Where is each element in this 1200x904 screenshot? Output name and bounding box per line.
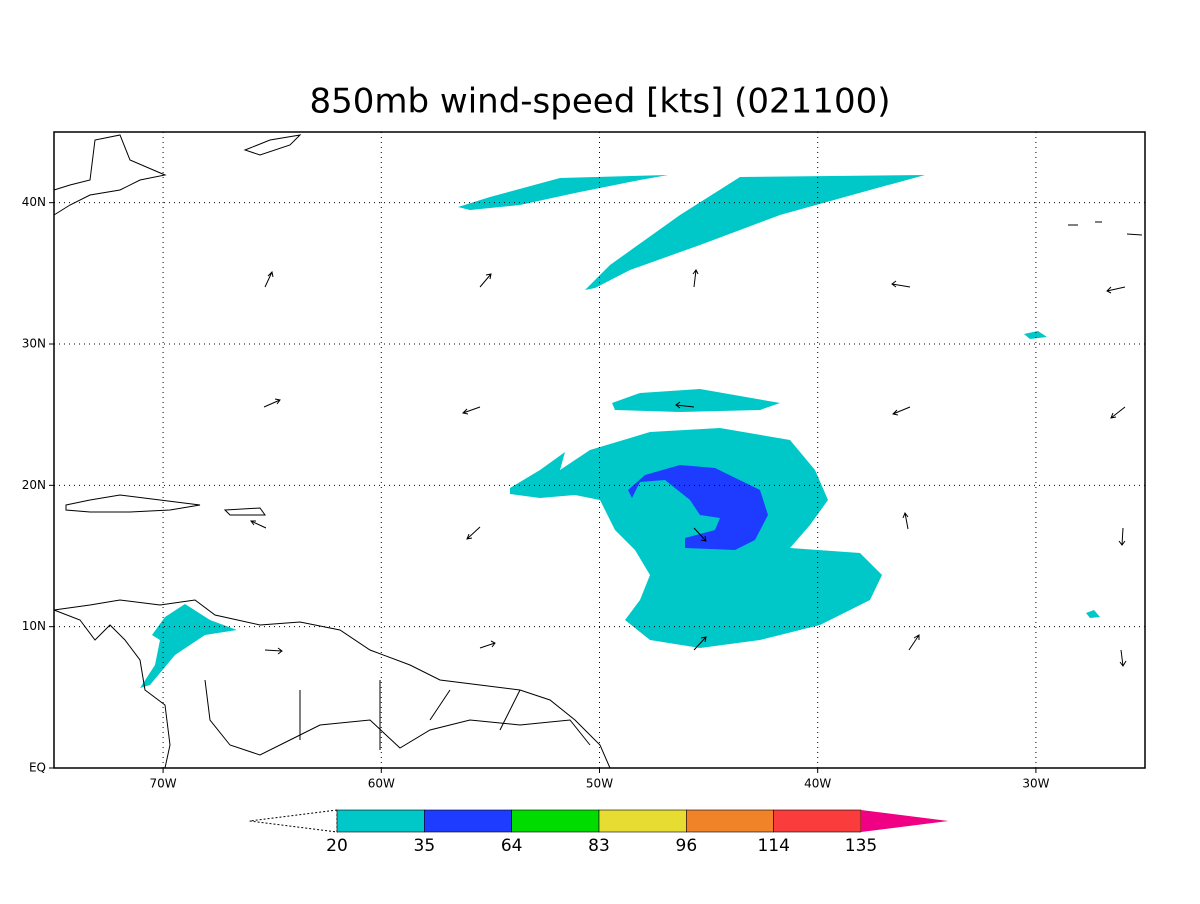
y-tick-label: EQ xyxy=(29,761,46,775)
colorbar-label: 35 xyxy=(414,836,436,856)
coastline xyxy=(53,599,611,769)
colorbar-label: 83 xyxy=(588,836,610,856)
coastline xyxy=(1068,221,1143,236)
colorbar-segment xyxy=(598,809,687,833)
coastline xyxy=(65,494,201,513)
wind-arrow xyxy=(891,280,911,288)
coastlines xyxy=(53,134,1143,769)
colorbar-label: 114 xyxy=(757,836,789,856)
y-tick-label: 10N xyxy=(22,619,46,633)
wind-arrow xyxy=(902,511,909,530)
colorbar-low xyxy=(249,809,338,833)
wind-vectors xyxy=(250,269,1127,667)
contour xyxy=(628,465,768,550)
x-tick-label: 40W xyxy=(804,777,831,791)
wind-arrow xyxy=(263,398,281,408)
wind-contours xyxy=(140,175,1100,688)
x-tick-label: 70W xyxy=(150,777,177,791)
wind-arrow xyxy=(461,406,481,415)
colorbar-label: 64 xyxy=(501,836,523,856)
wind-arrow xyxy=(250,520,267,529)
colorbar-segment xyxy=(686,809,774,833)
colorbar-high xyxy=(861,810,949,832)
colorbar-label: 96 xyxy=(676,836,698,856)
wind-arrow xyxy=(479,273,492,288)
wind-arrow xyxy=(1118,527,1126,546)
wind-arrow xyxy=(692,269,699,288)
y-tick-label: 30N xyxy=(22,337,46,351)
coastline xyxy=(243,134,302,156)
wind-arrow xyxy=(1119,649,1127,667)
wind-arrow xyxy=(264,270,274,288)
wind-arrow xyxy=(1106,286,1126,294)
wind-arrow xyxy=(479,640,496,649)
colorbar-label: 20 xyxy=(326,836,348,856)
contour xyxy=(458,175,668,210)
wind-arrow xyxy=(675,401,695,409)
contour xyxy=(140,604,237,688)
colorbar-label: 135 xyxy=(845,836,877,856)
wind-arrow xyxy=(693,636,707,651)
wind-arrow xyxy=(908,634,920,651)
map-title: 850mb wind-speed [kts] (021100) xyxy=(310,82,891,122)
boundary xyxy=(204,679,591,756)
x-tick-label: 50W xyxy=(586,777,613,791)
wind-arrow xyxy=(466,526,481,540)
wind-arrow xyxy=(264,647,283,655)
colorbar-segment xyxy=(511,809,600,833)
contour xyxy=(1024,331,1047,339)
wind-arrow xyxy=(693,527,707,542)
y-tick-label: 40N xyxy=(22,195,46,209)
x-tick-label: 60W xyxy=(368,777,395,791)
contour xyxy=(612,389,780,412)
coastline xyxy=(53,134,167,216)
y-tick-label: 20N xyxy=(22,478,46,492)
contour xyxy=(585,175,925,290)
wind-arrow xyxy=(891,406,911,416)
wind-arrow xyxy=(1110,406,1126,419)
contour xyxy=(1086,610,1100,618)
colorbar-segment xyxy=(773,809,862,833)
x-tick-label: 30W xyxy=(1022,777,1049,791)
colorbar-segment xyxy=(424,809,512,833)
colorbar-segment xyxy=(336,809,425,833)
coastline xyxy=(223,507,266,516)
